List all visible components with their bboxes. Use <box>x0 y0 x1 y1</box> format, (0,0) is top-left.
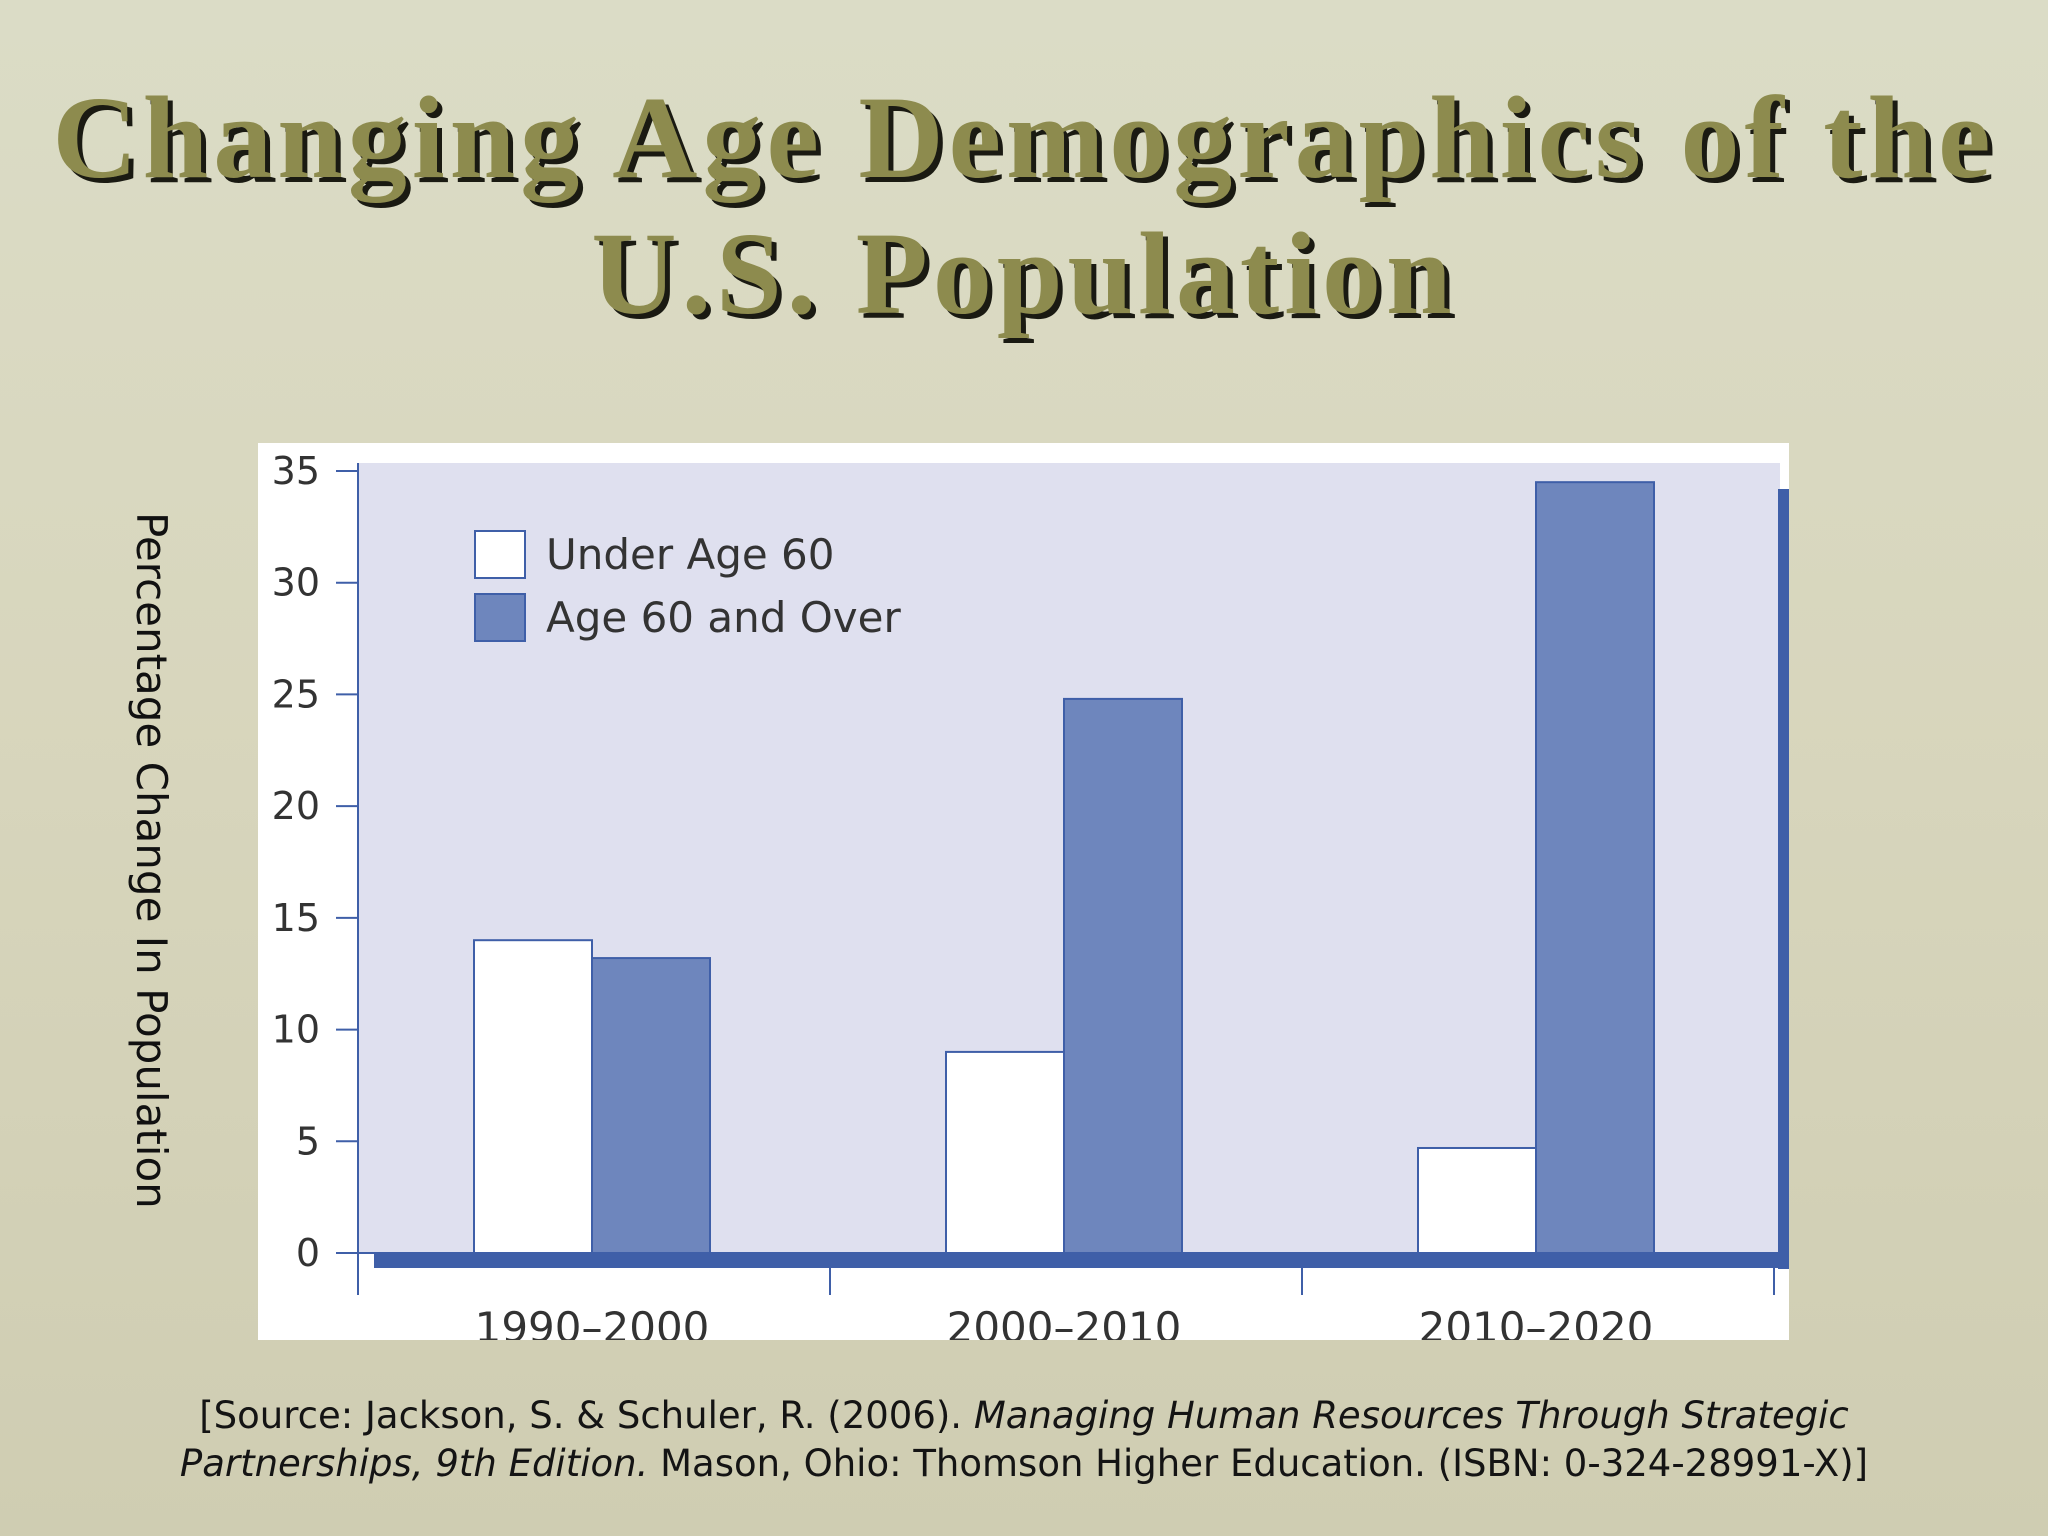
source-prefix: [Source: Jackson, S. & Schuler, R. (2006… <box>199 1394 974 1437</box>
y-axis-title: Percentage Change In Population <box>127 511 176 1209</box>
y-tick-label: 35 <box>272 449 320 493</box>
x-category-label: 1990–2000 <box>475 1303 710 1340</box>
bar-over-60 <box>1535 481 1655 1254</box>
source-suffix: Mason, Ohio: Thomson Higher Education. (… <box>648 1442 1869 1485</box>
y-tick-label: 0 <box>296 1231 320 1275</box>
plot-depth-right <box>1778 489 1789 1269</box>
legend-label: Age 60 and Over <box>546 593 901 642</box>
x-category-label: 2000–2010 <box>947 1303 1182 1340</box>
y-tick-label: 30 <box>272 561 320 605</box>
bar-over-60 <box>591 957 711 1254</box>
x-category-label: 2010–2020 <box>1419 1303 1654 1340</box>
y-tick-label: 15 <box>272 896 320 940</box>
y-tick-label: 5 <box>296 1119 320 1163</box>
y-tick-label: 20 <box>272 784 320 828</box>
source-citation: [Source: Jackson, S. & Schuler, R. (2006… <box>100 1392 1948 1488</box>
legend-label: Under Age 60 <box>546 530 835 579</box>
y-tick-label: 25 <box>272 672 320 716</box>
source-book-title: Managing Human Resources Through Strateg… <box>179 1394 1849 1485</box>
plot-depth-bottom <box>374 1253 1789 1268</box>
bar-over-60 <box>1063 697 1183 1254</box>
legend-swatch <box>474 530 526 579</box>
bar-under-60 <box>1417 1146 1537 1255</box>
bar-chart: 0 5 10 15 20 25 30 35 1990–2000 2000–2010 2010–202… <box>272 449 1789 1340</box>
chart-container: 0 5 10 15 20 25 30 35 1990–2000 2000–2010 2010–202… <box>258 443 1789 1340</box>
legend-swatch <box>474 593 526 642</box>
slide-title: Changing Age Demographics of the U.S. Po… <box>52 72 1996 339</box>
bar-under-60 <box>945 1050 1065 1255</box>
bar-under-60 <box>473 939 593 1254</box>
y-tick-label: 10 <box>272 1008 320 1052</box>
